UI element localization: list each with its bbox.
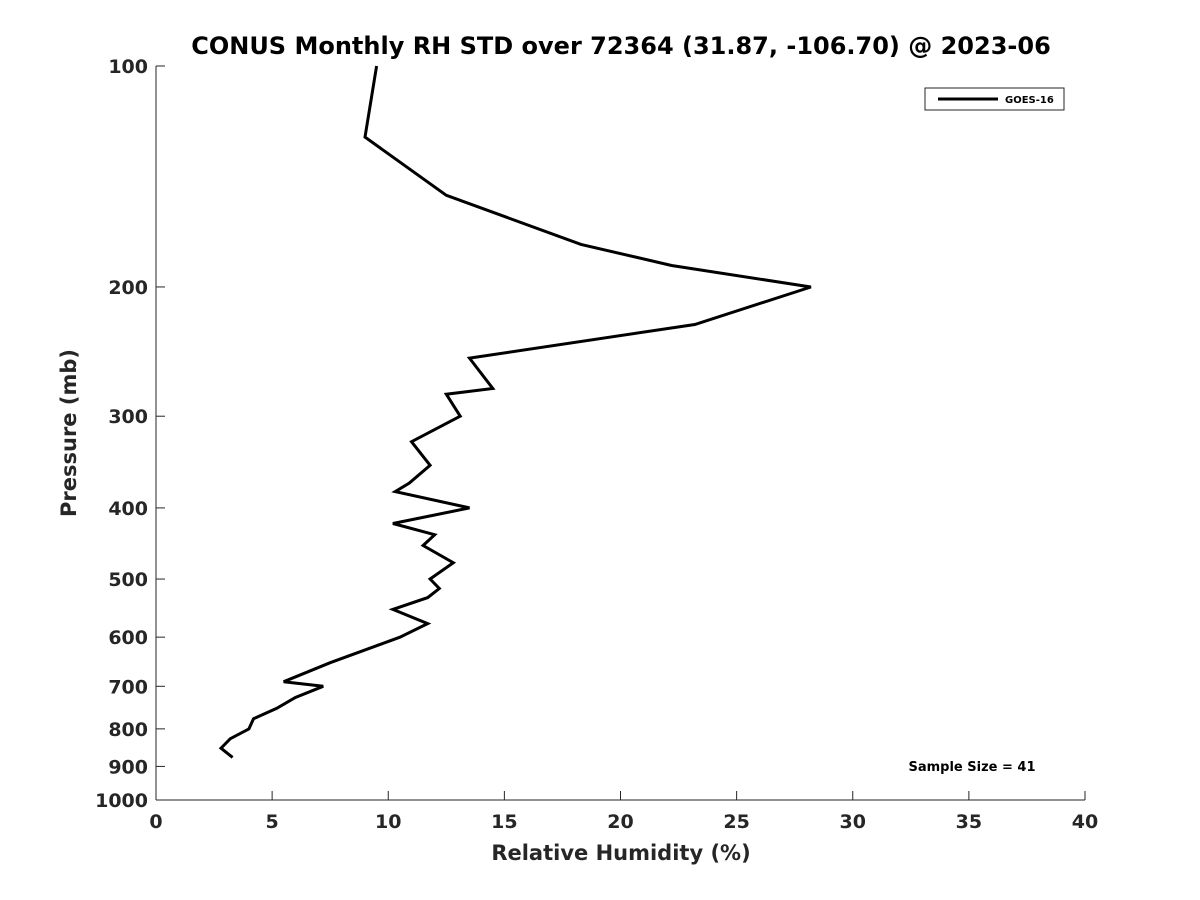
y-tick-label: 900 <box>108 756 148 778</box>
y-tick-label: 400 <box>108 498 148 520</box>
x-tick-label: 35 <box>956 811 982 833</box>
series-line-goes-16 <box>218 65 812 759</box>
y-tick-label: 800 <box>108 719 148 741</box>
y-tick-label: 300 <box>108 406 148 428</box>
y-tick-label: 600 <box>108 627 148 649</box>
plot-area: 0 5 10 15 20 25 30 35 40 100 200 300 400 500 600 700 80… <box>95 56 1098 833</box>
y-tick-label: 100 <box>108 56 148 78</box>
sample-size-annotation: Sample Size = 41 <box>908 760 1035 775</box>
x-axis-label: Relative Humidity (%) <box>491 841 750 865</box>
series-layer <box>218 65 812 759</box>
y-tick-label: 500 <box>108 569 148 591</box>
y-axis-ticks: 100 200 300 400 500 600 700 800 900 1000 <box>95 56 165 812</box>
x-tick-label: 10 <box>375 811 401 833</box>
x-tick-label: 20 <box>607 811 633 833</box>
legend: GOES-16 <box>924 87 1065 111</box>
x-tick-label: 5 <box>266 811 279 833</box>
y-tick-label: 200 <box>108 277 148 299</box>
y-tick-label: 700 <box>108 676 148 698</box>
legend-entry-goes-16: GOES-16 <box>1005 95 1054 106</box>
x-tick-label: 40 <box>1072 811 1098 833</box>
x-axis-ticks: 0 5 10 15 20 25 30 35 40 <box>149 791 1098 833</box>
x-tick-label: 25 <box>723 811 749 833</box>
y-tick-label: 1000 <box>95 790 148 812</box>
x-tick-label: 30 <box>840 811 866 833</box>
chart-title: CONUS Monthly RH STD over 72364 (31.87, … <box>191 32 1051 60</box>
x-tick-label: 0 <box>149 811 162 833</box>
y-axis-label: Pressure (mb) <box>57 349 81 517</box>
x-tick-label: 15 <box>491 811 517 833</box>
